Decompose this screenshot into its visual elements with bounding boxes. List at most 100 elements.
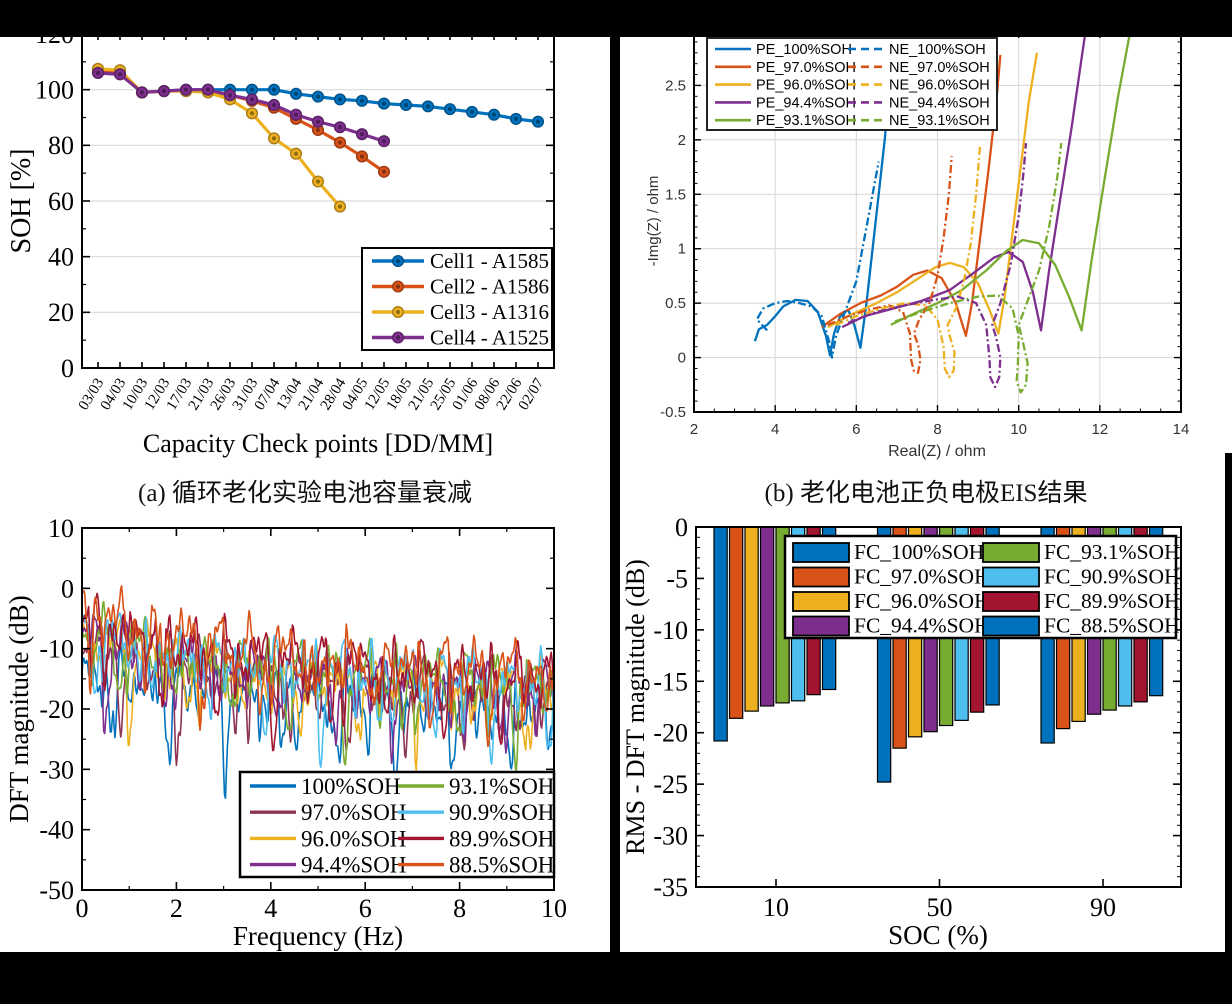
x-axis-title: SOC (%): [888, 920, 988, 950]
legend-label: NE_93.1%SOH: [889, 113, 990, 129]
nyquist-series-ne-93-1-soh: [894, 142, 1063, 394]
legend-label: FC_100%SOH: [854, 540, 984, 564]
y-tick-label: -10: [653, 616, 688, 645]
soh-marker-core: [271, 87, 277, 92]
y-axis-title: -Img(Z) / ohm: [645, 176, 662, 267]
legend-label: 90.9%SOH: [449, 800, 554, 825]
legend-label: NE_100%SOH: [889, 42, 986, 58]
nyquist-series-ne-96-0-soh: [835, 145, 982, 379]
x-tick-label: 10: [541, 894, 567, 923]
soh-capacity-fade-chart: 02040608010012003/0304/0310/0312/0317/03…: [6, 20, 555, 458]
x-tick-label: 4: [771, 421, 779, 438]
legend-marker-core: [395, 309, 401, 315]
soh-marker-core: [293, 112, 299, 117]
legend-label: PE_100%SOH: [756, 42, 852, 58]
soh-marker-core: [271, 136, 277, 141]
y-axis-title: SOH [%]: [6, 149, 37, 254]
legend-label: FC_93.1%SOH: [1044, 540, 1180, 564]
legend-label: PE_93.1%SOH: [756, 113, 856, 129]
x-tick-label: 50: [927, 893, 953, 922]
y-tick-label: -25: [653, 770, 688, 799]
vertical-black-divider: [610, 0, 620, 1004]
soh-marker-core: [359, 132, 365, 137]
soh-series-line-2: [97, 68, 385, 174]
legend-label: 89.9%SOH: [449, 826, 554, 851]
y-tick-label: -20: [653, 719, 688, 748]
legend-label: 88.5%SOH: [449, 853, 554, 878]
legend-label: Cell2 - A1586: [430, 275, 549, 299]
legend-swatch: [792, 591, 850, 612]
legend-swatch: [982, 591, 1040, 612]
y-tick-label: -0.5: [660, 404, 686, 421]
legend-label: NE_96.0%SOH: [889, 78, 990, 94]
soh-marker-core: [161, 88, 167, 94]
y-axis-title: RMS - DFT magnitude (dB): [621, 559, 650, 855]
soh-marker-core: [469, 109, 475, 115]
soh-marker-core: [315, 127, 321, 133]
legend-label: PE_97.0%SOH: [756, 60, 856, 76]
y-tick-label: -40: [39, 816, 74, 845]
legend-label: FC_96.0%SOH: [854, 589, 990, 613]
soh-marker-core: [95, 70, 101, 76]
bar-10-FC_94-4-SOH: [759, 526, 775, 707]
y-tick-label: -35: [653, 873, 688, 902]
nyquist-series-ne-97-0-soh: [827, 156, 953, 374]
legend-swatch: [792, 566, 850, 588]
soh-marker-core: [293, 91, 299, 96]
y-tick-label: 0: [61, 354, 74, 383]
y-axis-title: DFT magnitude (dB): [4, 595, 34, 822]
soh-marker-core: [337, 140, 343, 145]
x-tick-label: 0: [76, 894, 89, 923]
legend-label: Cell3 - A1316: [430, 300, 549, 324]
legend-label: NE_94.4%SOH: [889, 95, 990, 111]
legend-swatch: [982, 615, 1040, 637]
legend-label: Cell1 - A1585: [430, 249, 549, 273]
soh-marker-core: [117, 72, 123, 77]
eis-nyquist-chart: -0.500.511.522.532468101214Electrode EIS…: [645, 7, 1190, 460]
y-tick-label: -15: [653, 667, 688, 696]
soh-marker-core: [425, 104, 431, 109]
x-tick-label: 14: [1173, 421, 1190, 438]
dft-series-89-9-SOH: [81, 592, 555, 752]
legend-label: 94.4%SOH: [301, 853, 406, 878]
soh-marker-core: [359, 154, 365, 159]
legend-label: FC_94.4%SOH: [854, 614, 990, 638]
x-tick-label: 8: [933, 421, 941, 438]
legend-marker-core: [395, 284, 401, 289]
soh-marker-core: [249, 111, 255, 116]
legend-marker-core: [395, 335, 401, 340]
x-tick-label: 90: [1090, 893, 1116, 922]
soh-marker-core: [381, 169, 387, 174]
soh-marker-core: [249, 97, 255, 102]
soh-marker-core: [491, 112, 497, 117]
soh-marker-core: [381, 101, 387, 106]
y-tick-label: 0: [678, 350, 686, 367]
y-tick-label: -50: [39, 876, 74, 905]
nyquist-series-ne-94-4-soh: [847, 143, 1028, 389]
nyquist-series-pe-100-soh: [753, 30, 897, 357]
soh-marker-core: [403, 102, 409, 108]
soh-marker-core: [513, 116, 519, 121]
x-tick-label: 12: [1091, 421, 1108, 438]
bar-10-FC_96-0-SOH: [744, 526, 759, 712]
y-tick-label: 1: [678, 241, 686, 258]
soh-marker-core: [359, 98, 365, 103]
y-tick-label: 80: [48, 131, 74, 160]
y-tick-label: -30: [39, 755, 74, 784]
legend-box: [238, 770, 556, 879]
nyquist-series-pe-94-4-soh: [841, 30, 1087, 332]
x-axis-title: Real(Z) / ohm: [888, 443, 986, 460]
soh-marker-core: [249, 87, 255, 92]
plot-box: [695, 526, 1182, 888]
y-tick-label: 1.5: [665, 186, 686, 203]
soh-marker-core: [139, 90, 145, 95]
x-tick-label: 2: [170, 894, 183, 923]
x-tick-label: 8: [453, 894, 466, 923]
soh-marker-core: [227, 93, 233, 98]
legend-swatch: [792, 542, 850, 563]
x-tick-label: 2: [690, 421, 698, 438]
legend-swatch: [982, 542, 1040, 563]
legend-marker-core: [395, 258, 401, 264]
soh-marker-core: [381, 139, 387, 144]
x-tick-label: 6: [852, 421, 860, 438]
